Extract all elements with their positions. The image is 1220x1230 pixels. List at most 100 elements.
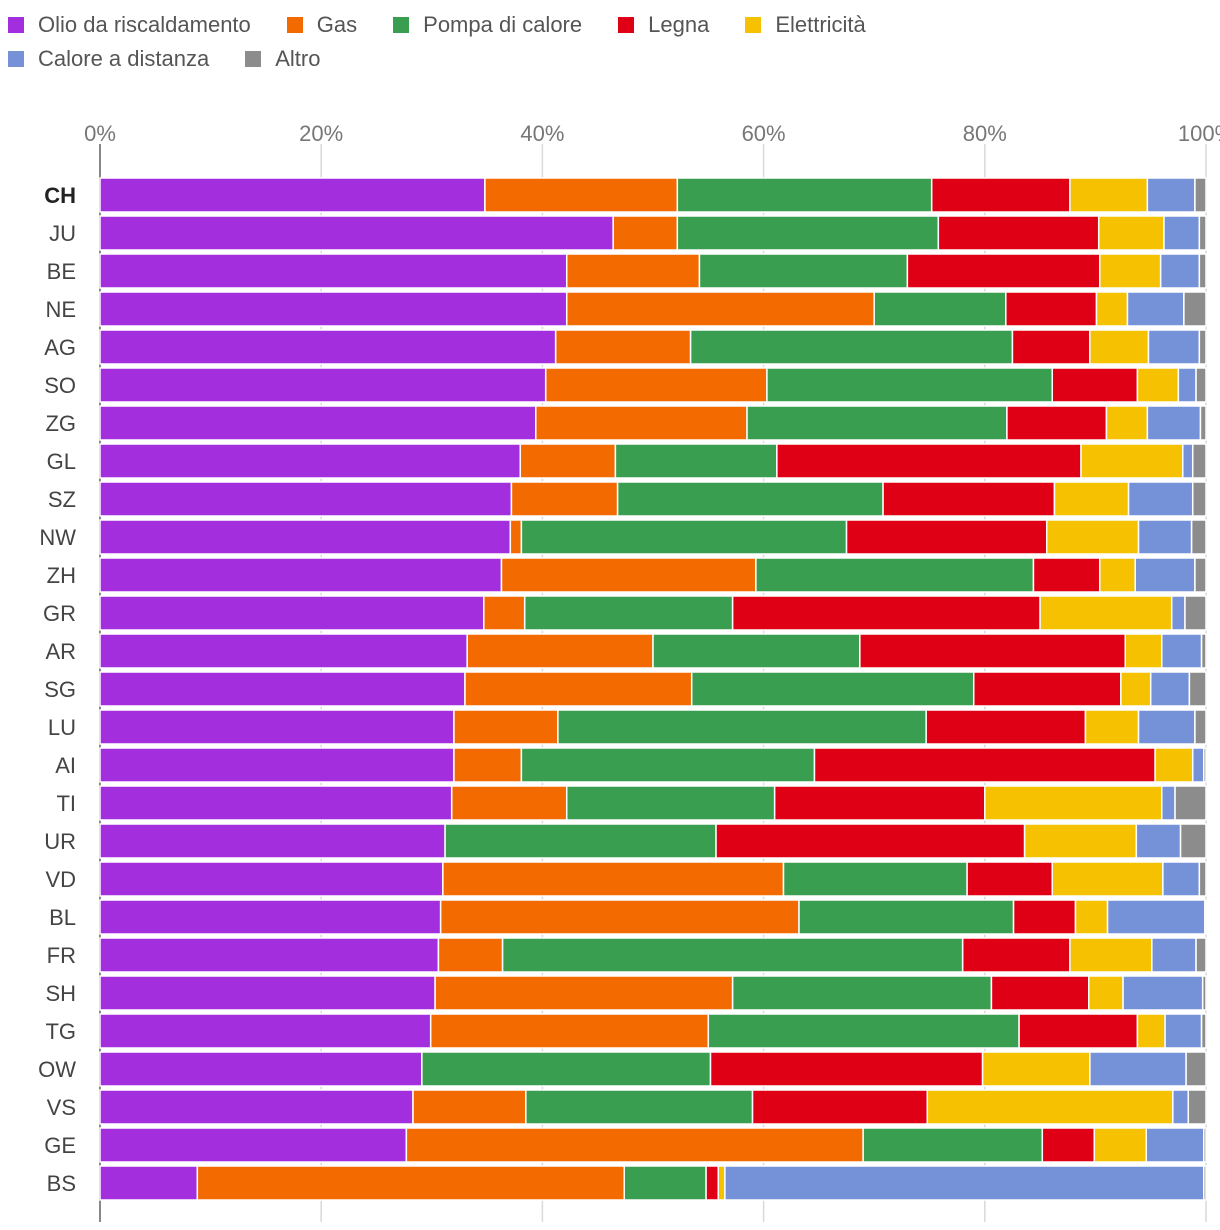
bar-segment-ur-4[interactable]: [1023, 823, 1138, 859]
bar-segment-sh-6[interactable]: [1201, 975, 1207, 1011]
bar-segment-zg-2[interactable]: [746, 405, 1008, 441]
bar-segment-vd-5[interactable]: [1162, 861, 1201, 897]
bar-segment-ge-2[interactable]: [862, 1127, 1044, 1163]
bar-segment-zg-1[interactable]: [535, 405, 748, 441]
bar-segment-sz-5[interactable]: [1127, 481, 1194, 517]
bar-segment-ti-4[interactable]: [984, 785, 1163, 821]
bar-segment-ju-4[interactable]: [1097, 215, 1165, 251]
bar-segment-vs-2[interactable]: [525, 1089, 754, 1125]
bar-segment-ge-0[interactable]: [99, 1127, 408, 1163]
bar-segment-be-5[interactable]: [1159, 253, 1201, 289]
bar-segment-ai-4[interactable]: [1154, 747, 1194, 783]
bar-segment-vd-4[interactable]: [1051, 861, 1164, 897]
bar-segment-tg-5[interactable]: [1164, 1013, 1203, 1049]
bar-segment-gl-0[interactable]: [99, 443, 522, 479]
bar-segment-tg-4[interactable]: [1136, 1013, 1166, 1049]
bar-segment-ur-5[interactable]: [1135, 823, 1182, 859]
bar-segment-ne-2[interactable]: [873, 291, 1007, 327]
bar-segment-zg-5[interactable]: [1146, 405, 1202, 441]
bar-segment-fr-3[interactable]: [961, 937, 1071, 973]
bar-segment-tg-3[interactable]: [1018, 1013, 1139, 1049]
bar-segment-gl-6[interactable]: [1191, 443, 1207, 479]
bar-segment-ai-3[interactable]: [813, 747, 1156, 783]
bar-segment-sh-2[interactable]: [731, 975, 993, 1011]
bar-segment-ch-6[interactable]: [1194, 177, 1207, 213]
bar-segment-sz-2[interactable]: [616, 481, 884, 517]
bar-segment-lu-2[interactable]: [557, 709, 927, 745]
bar-segment-ge-4[interactable]: [1093, 1127, 1148, 1163]
bar-segment-so-3[interactable]: [1051, 367, 1139, 403]
bar-segment-gl-3[interactable]: [776, 443, 1082, 479]
bar-segment-ow-6[interactable]: [1185, 1051, 1207, 1087]
bar-segment-sz-3[interactable]: [882, 481, 1056, 517]
bar-segment-zg-0[interactable]: [99, 405, 537, 441]
bar-segment-ge-5[interactable]: [1145, 1127, 1205, 1163]
bar-segment-ne-5[interactable]: [1126, 291, 1185, 327]
bar-segment-nw-6[interactable]: [1190, 519, 1207, 555]
bar-segment-bl-6[interactable]: [1204, 899, 1207, 935]
bar-segment-nw-4[interactable]: [1045, 519, 1140, 555]
bar-segment-ti-6[interactable]: [1174, 785, 1207, 821]
bar-segment-ne-0[interactable]: [99, 291, 568, 327]
bar-segment-ch-4[interactable]: [1069, 177, 1149, 213]
bar-segment-bs-1[interactable]: [196, 1165, 625, 1201]
bar-segment-fr-4[interactable]: [1069, 937, 1153, 973]
bar-segment-ch-3[interactable]: [930, 177, 1071, 213]
bar-segment-ar-3[interactable]: [859, 633, 1127, 669]
bar-segment-ne-1[interactable]: [565, 291, 875, 327]
bar-segment-sz-1[interactable]: [510, 481, 619, 517]
bar-segment-zg-4[interactable]: [1105, 405, 1149, 441]
bar-segment-vd-6[interactable]: [1198, 861, 1207, 897]
bar-segment-fr-0[interactable]: [99, 937, 440, 973]
bar-segment-ju-2[interactable]: [676, 215, 940, 251]
bar-segment-bl-5[interactable]: [1106, 899, 1206, 935]
bar-segment-ow-0[interactable]: [99, 1051, 423, 1087]
bar-segment-ju-6[interactable]: [1198, 215, 1207, 251]
legend-item-olio[interactable]: Olio da riscaldamento: [8, 12, 251, 38]
legend-item-elettricita[interactable]: Elettricità: [745, 12, 866, 38]
bar-segment-ge-6[interactable]: [1203, 1127, 1207, 1163]
bar-segment-nw-1[interactable]: [509, 519, 523, 555]
bar-segment-ne-3[interactable]: [1005, 291, 1098, 327]
bar-segment-gr-5[interactable]: [1170, 595, 1186, 631]
bar-segment-ti-3[interactable]: [773, 785, 986, 821]
bar-segment-vs-6[interactable]: [1187, 1089, 1207, 1125]
legend-item-altro[interactable]: Altro: [245, 46, 320, 72]
bar-segment-sh-5[interactable]: [1122, 975, 1204, 1011]
bar-segment-ju-0[interactable]: [99, 215, 614, 251]
bar-segment-zg-3[interactable]: [1006, 405, 1108, 441]
bar-segment-ar-2[interactable]: [652, 633, 861, 669]
bar-segment-sg-4[interactable]: [1120, 671, 1152, 707]
bar-segment-so-4[interactable]: [1136, 367, 1180, 403]
bar-segment-bs-6[interactable]: [1203, 1165, 1207, 1201]
bar-segment-ti-0[interactable]: [99, 785, 453, 821]
bar-segment-ur-0[interactable]: [99, 823, 446, 859]
bar-segment-ag-2[interactable]: [689, 329, 1014, 365]
bar-segment-sz-4[interactable]: [1053, 481, 1130, 517]
bar-segment-sh-1[interactable]: [434, 975, 734, 1011]
bar-segment-ju-5[interactable]: [1163, 215, 1201, 251]
bar-segment-vd-2[interactable]: [782, 861, 968, 897]
bar-segment-ow-5[interactable]: [1089, 1051, 1187, 1087]
bar-segment-lu-5[interactable]: [1137, 709, 1196, 745]
bar-segment-vs-1[interactable]: [412, 1089, 527, 1125]
bar-segment-zh-4[interactable]: [1099, 557, 1136, 593]
bar-segment-be-2[interactable]: [698, 253, 909, 289]
bar-segment-zh-3[interactable]: [1032, 557, 1101, 593]
bar-segment-zh-5[interactable]: [1134, 557, 1196, 593]
bar-segment-tg-2[interactable]: [707, 1013, 1020, 1049]
bar-segment-ge-1[interactable]: [405, 1127, 864, 1163]
bar-segment-ch-2[interactable]: [676, 177, 933, 213]
bar-segment-ne-4[interactable]: [1095, 291, 1129, 327]
bar-segment-ju-1[interactable]: [612, 215, 679, 251]
bar-segment-gr-1[interactable]: [483, 595, 526, 631]
bar-segment-ur-3[interactable]: [715, 823, 1026, 859]
bar-segment-gr-3[interactable]: [731, 595, 1041, 631]
bar-segment-bs-4[interactable]: [717, 1165, 726, 1201]
bar-segment-bl-2[interactable]: [798, 899, 1015, 935]
bar-segment-bl-1[interactable]: [439, 899, 800, 935]
bar-segment-ai-5[interactable]: [1191, 747, 1205, 783]
bar-segment-ch-5[interactable]: [1146, 177, 1196, 213]
bar-segment-so-5[interactable]: [1177, 367, 1197, 403]
bar-segment-lu-6[interactable]: [1194, 709, 1207, 745]
